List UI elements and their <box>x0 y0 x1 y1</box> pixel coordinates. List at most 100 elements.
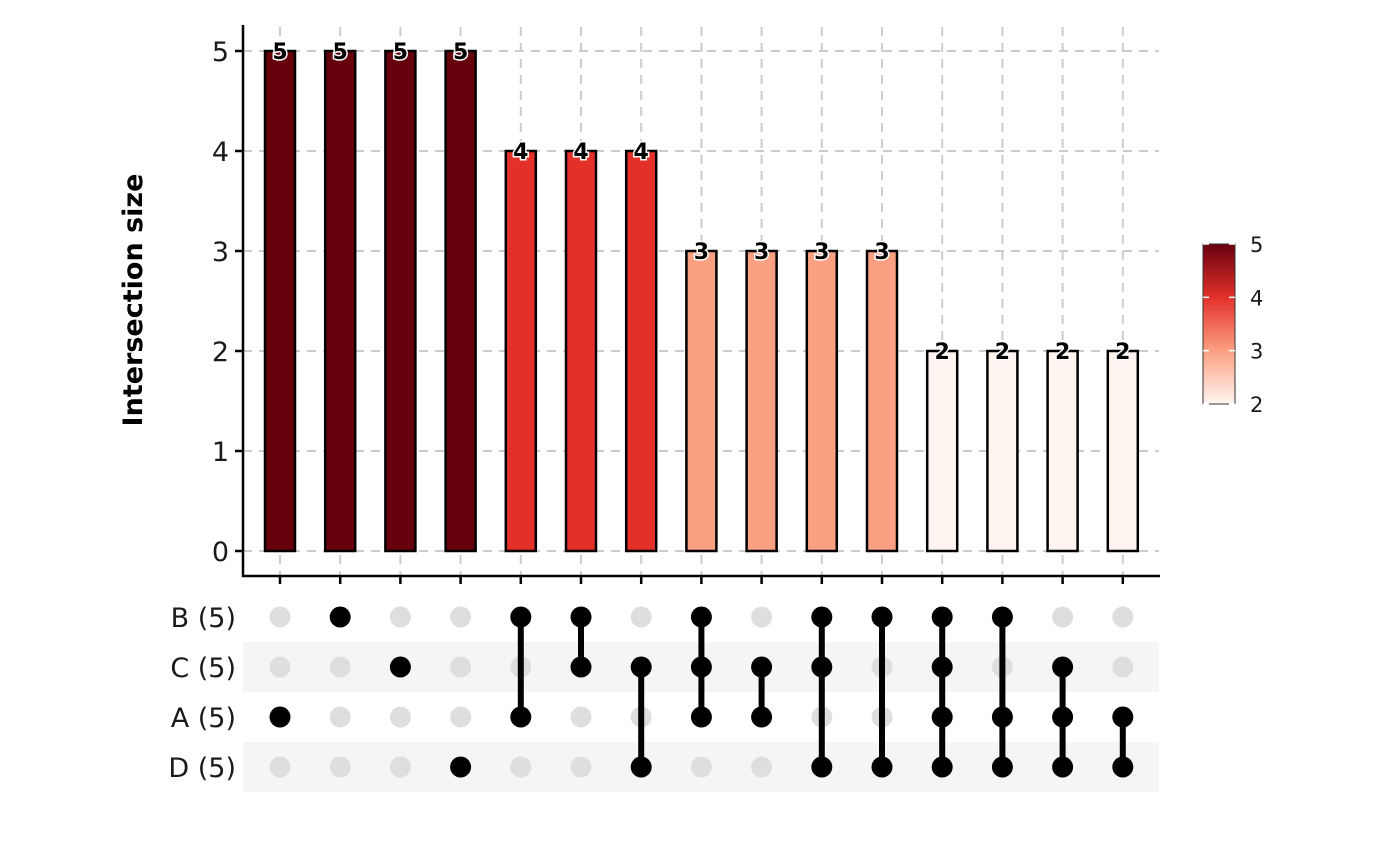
matrix-dot-active <box>991 606 1013 628</box>
matrix-dot-active <box>570 606 592 628</box>
set-label-a: A (5) <box>171 703 236 734</box>
colorbar-tick-label: 4 <box>1250 286 1263 310</box>
matrix-dot-inactive <box>329 656 351 678</box>
matrix-dot-inactive <box>329 756 351 778</box>
matrix-dot-active <box>570 656 592 678</box>
bar-value-label: 5 <box>333 40 348 65</box>
matrix-dot-inactive <box>269 606 291 628</box>
matrix-dot-inactive <box>450 606 472 628</box>
colorbar-tick-label: 2 <box>1250 393 1263 417</box>
matrix-dot-inactive <box>269 656 291 678</box>
matrix-dot-active <box>450 756 472 778</box>
intersection-bar <box>1106 349 1140 553</box>
bar-value-label: 5 <box>453 40 468 65</box>
intersection-bar <box>263 49 297 553</box>
matrix-dot-inactive <box>1112 656 1134 678</box>
matrix-dot-active <box>690 606 712 628</box>
bar-value-labels: 5 5 5 5 4 4 4 3 3 3 3 2 2 2 2 <box>271 39 1132 367</box>
intersection-bars <box>263 49 1140 553</box>
intersection-bar <box>925 349 959 553</box>
bar-value-label: 2 <box>995 340 1010 365</box>
matrix-dot-inactive <box>751 606 773 628</box>
matrix-dot-active <box>1052 706 1074 728</box>
matrix-dot-active <box>811 756 833 778</box>
set-label-c: C (5) <box>170 653 236 684</box>
matrix-dot-inactive <box>269 756 291 778</box>
matrix-dot-active <box>690 706 712 728</box>
matrix-dot-active <box>871 756 893 778</box>
matrix-dot-active <box>510 706 532 728</box>
matrix-dot-active <box>1052 656 1074 678</box>
matrix-dot-inactive <box>329 706 351 728</box>
intersection-bar <box>444 49 477 553</box>
y-tick-label: 3 <box>212 237 229 268</box>
bar-value-label: 5 <box>393 40 408 65</box>
intersection-bar <box>384 49 417 553</box>
bar-value-label: 4 <box>513 140 528 165</box>
set-label-b: B (5) <box>171 603 236 634</box>
matrix-dot-active <box>1112 706 1134 728</box>
matrix-dot-active <box>690 656 712 678</box>
matrix-dot-inactive <box>630 606 652 628</box>
matrix-dot-active <box>329 606 351 628</box>
intersection-bar <box>745 249 778 553</box>
matrix-dot-inactive <box>450 706 472 728</box>
matrix-dot-active <box>811 606 833 628</box>
y-axis-title: Intersection size <box>118 174 149 427</box>
bar-value-label: 3 <box>874 240 889 265</box>
bar-value-label: 3 <box>754 240 769 265</box>
matrix-dot-active <box>630 656 652 678</box>
intersection-bar <box>1046 349 1079 553</box>
matrix-dot-inactive <box>751 756 773 778</box>
y-tick-label: 5 <box>212 37 229 68</box>
matrix-dot-active <box>751 656 773 678</box>
intersection-bar <box>323 49 357 553</box>
matrix-dot-active <box>931 756 953 778</box>
matrix-dot-inactive <box>510 756 532 778</box>
matrix-dot-inactive <box>570 756 592 778</box>
bar-value-label: 4 <box>634 140 649 165</box>
intersection-bar <box>986 349 1019 553</box>
colorbar-gradient <box>1202 243 1236 405</box>
matrix-dot-active <box>751 706 773 728</box>
matrix-dot-active <box>1052 756 1074 778</box>
bar-value-label: 3 <box>694 240 709 265</box>
y-tick-label: 1 <box>212 437 229 468</box>
set-labels: B (5) C (5) A (5) D (5) <box>168 603 236 784</box>
matrix-dot-inactive <box>1052 606 1074 628</box>
matrix-dot-active <box>931 706 953 728</box>
bar-value-label: 4 <box>573 140 588 165</box>
bar-value-label: 2 <box>1055 340 1070 365</box>
matrix-dot-inactive <box>389 706 411 728</box>
intersection-bar <box>685 249 718 553</box>
matrix-dot-inactive <box>389 756 411 778</box>
intersection-matrix <box>269 606 1134 778</box>
bar-value-label: 3 <box>814 240 829 265</box>
set-label-d: D (5) <box>168 753 236 784</box>
intersection-bar <box>504 149 538 553</box>
colorbar-tick-label: 5 <box>1250 233 1263 257</box>
matrix-dot-active <box>389 656 411 678</box>
intersection-bar <box>624 149 658 553</box>
matrix-dot-inactive <box>570 706 592 728</box>
matrix-dot-active <box>931 656 953 678</box>
intersection-bar <box>805 249 839 553</box>
matrix-dot-active <box>1112 756 1134 778</box>
matrix-dot-inactive <box>389 606 411 628</box>
bar-value-label: 5 <box>272 40 287 65</box>
matrix-dot-active <box>811 656 833 678</box>
matrix-dot-active <box>991 756 1013 778</box>
y-tick-label: 0 <box>212 537 229 568</box>
matrix-dot-active <box>269 706 291 728</box>
colorbar-ticks: 2 3 4 5 <box>1203 233 1263 417</box>
matrix-dot-inactive <box>690 756 712 778</box>
y-axis-ticks: 0 1 2 3 4 5 <box>212 37 243 568</box>
intersection-bar <box>865 249 899 553</box>
matrix-dot-active <box>510 606 532 628</box>
bar-value-label: 2 <box>935 340 950 365</box>
matrix-dot-inactive <box>450 656 472 678</box>
matrix-dot-active <box>991 706 1013 728</box>
axes <box>241 25 1160 584</box>
matrix-dot-inactive <box>1112 606 1134 628</box>
